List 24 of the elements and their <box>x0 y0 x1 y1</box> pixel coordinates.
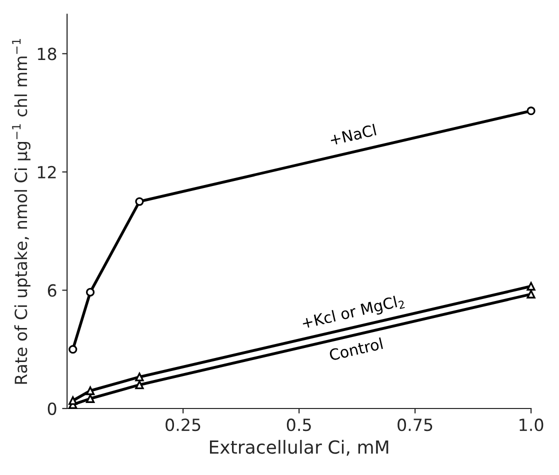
x-tick-label: 0.75 <box>398 418 432 432</box>
point <box>526 106 536 116</box>
point <box>526 290 536 298</box>
point <box>68 396 78 405</box>
y-tick-label: 6 <box>48 284 56 297</box>
text: +NaCl <box>329 124 376 146</box>
y-tick-label: 18 <box>38 48 56 60</box>
y-axis-title: Rate of Ci uptake, nmol Ci μg$^{−1}$ chl mm$^{−1}$ <box>12 38 30 384</box>
point <box>86 394 95 403</box>
x-tick-label: 0.25 <box>166 418 200 432</box>
point <box>526 282 536 291</box>
point <box>135 197 144 206</box>
point <box>86 288 95 297</box>
text: +Kcl or MgCl$_{2}$ <box>301 294 405 332</box>
point <box>86 386 95 396</box>
point <box>135 380 144 390</box>
point <box>68 345 78 354</box>
x-tick-label: 1.0 <box>520 418 544 432</box>
point <box>135 372 144 382</box>
x-tick-label: 0.5 <box>286 418 311 432</box>
y-tick-label: 12 <box>38 166 56 178</box>
y-tick-label: 0 <box>48 402 56 416</box>
text: Control <box>328 337 384 361</box>
x-axis-title: Extracellular Ci, mM <box>210 440 388 456</box>
